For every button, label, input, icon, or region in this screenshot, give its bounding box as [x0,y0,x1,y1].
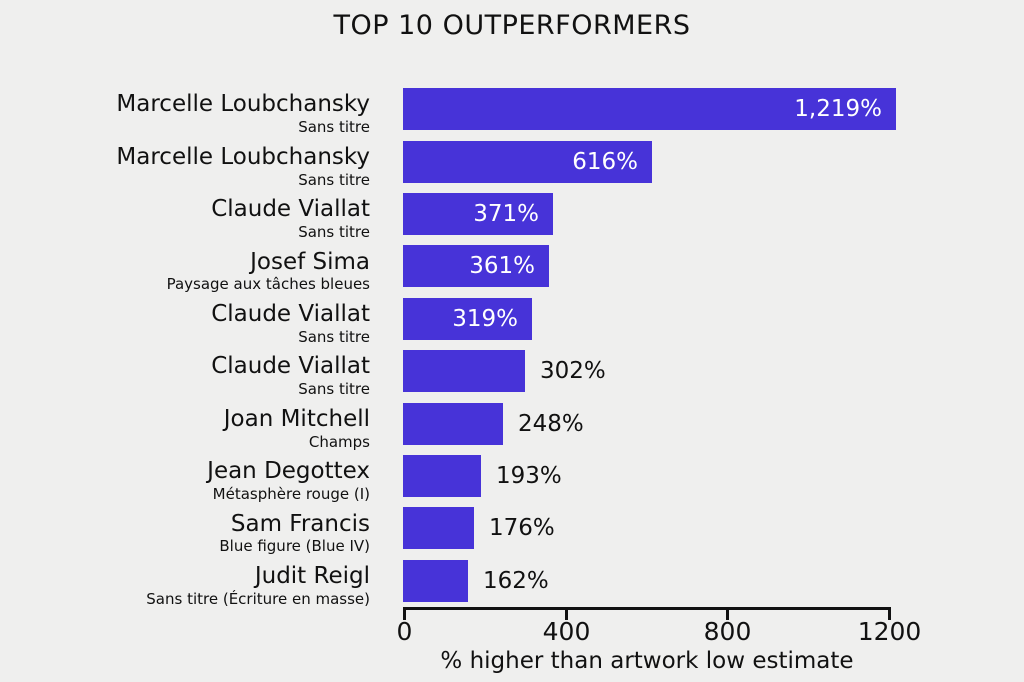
bar-value-label: 248% [518,410,584,437]
bar [403,507,474,550]
artwork-title: Champs [308,432,370,451]
bar-value-label: 193% [496,462,562,489]
artwork-title: Métasphère rouge (I) [212,484,370,503]
bar-zone: 616% [403,140,1024,183]
bar-value-label: 616% [572,148,638,175]
bar-row: Claude Viallat Sans titre 371% [0,188,1024,240]
bar [403,559,468,602]
bar-zone: 361% [403,245,1024,288]
row-label-block: Judit Reigl Sans titre (Écriture en mass… [0,554,370,608]
bar: 616% [403,140,652,183]
bar-row: Claude Viallat Sans titre 302% [0,345,1024,397]
x-tick-mark [403,607,406,620]
bar-value-label: 371% [473,200,539,227]
x-tick-mark [565,607,568,620]
bar-row: Claude Viallat Sans titre 319% [0,293,1024,345]
bar: 319% [403,297,532,340]
bar: 361% [403,245,549,288]
x-axis-label: % higher than artwork low estimate [440,648,854,674]
bar-value-label: 176% [489,515,555,542]
artwork-title: Blue figure (Blue IV) [219,537,370,556]
bar-zone: 193% [403,454,1024,497]
bar-value-label: 162% [483,567,549,594]
row-label-block: Josef Sima Paysage aux tâches bleues [0,240,370,294]
artist-name: Joan Mitchell [223,405,370,432]
artwork-title: Sans titre [298,222,370,241]
bar-zone: 248% [403,402,1024,445]
row-label-block: Joan Mitchell Champs [0,397,370,451]
bar-value-label: 361% [469,253,535,280]
bar-row: Judit Reigl Sans titre (Écriture en mass… [0,555,1024,607]
chart-title: TOP 10 OUTPERFORMERS [333,10,691,41]
artist-name: Marcelle Loubchansky [116,143,370,170]
bar-rows: Marcelle Loubchansky Sans titre 1,219% M… [0,83,1024,607]
artist-name: Josef Sima [250,248,370,275]
bar [403,454,481,497]
bar-value-label: 1,219% [794,96,882,123]
bar-zone: 319% [403,297,1024,340]
row-label-block: Marcelle Loubchansky Sans titre [0,82,370,136]
x-tick-label: 800 [703,617,752,646]
x-axis-line [403,607,891,610]
artist-name: Claude Viallat [211,353,370,380]
artist-name: Claude Viallat [211,300,370,327]
bar: 1,219% [403,88,896,131]
bar-row: Marcelle Loubchansky Sans titre 1,219% [0,83,1024,135]
x-tick-label: 400 [542,617,591,646]
artwork-title: Sans titre [298,118,370,137]
bar-row: Jean Degottex Métasphère rouge (I) 193% [0,450,1024,502]
row-label-block: Claude Viallat Sans titre [0,292,370,346]
artist-name: Claude Viallat [211,196,370,223]
bar [403,402,503,445]
artist-name: Marcelle Loubchansky [116,91,370,118]
bar-zone: 371% [403,192,1024,235]
artist-name: Sam Francis [230,510,370,537]
x-tick-label: 1200 [857,617,922,646]
bar-row: Sam Francis Blue figure (Blue IV) 176% [0,502,1024,556]
artwork-title: Sans titre [298,327,370,346]
bar-zone: 176% [403,507,1024,550]
artist-name: Jean Degottex [207,458,370,485]
row-label-block: Claude Viallat Sans titre [0,187,370,241]
bar-value-label: 319% [452,305,518,332]
row-label-block: Jean Degottex Métasphère rouge (I) [0,449,370,503]
bar-zone: 1,219% [403,88,1024,131]
row-label-block: Sam Francis Blue figure (Blue IV) [0,502,370,556]
artwork-title: Sans titre [298,380,370,399]
artwork-title: Sans titre [298,170,370,189]
artist-name: Judit Reigl [254,562,370,589]
bar-row: Josef Sima Paysage aux tâches bleues 361… [0,240,1024,294]
bar-row: Marcelle Loubchansky Sans titre 616% [0,135,1024,189]
x-tick-label: 0 [396,617,413,646]
bar-zone: 302% [403,350,1024,393]
bar-row: Joan Mitchell Champs 248% [0,397,1024,451]
bar: 371% [403,192,553,235]
row-label-block: Marcelle Loubchansky Sans titre [0,135,370,189]
bar-value-label: 302% [540,358,606,385]
artwork-title: Paysage aux tâches bleues [166,275,370,294]
bar [403,350,525,393]
row-label-block: Claude Viallat Sans titre [0,344,370,398]
x-tick-mark [726,607,729,620]
artwork-title: Sans titre (Écriture en masse) [146,589,370,608]
x-tick-mark [888,607,891,620]
bar-zone: 162% [403,559,1024,602]
